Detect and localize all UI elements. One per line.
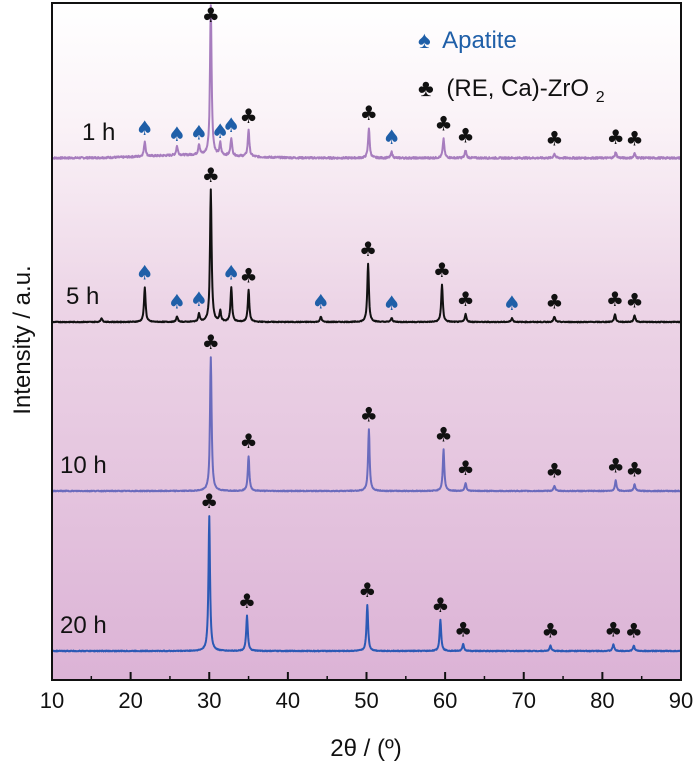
legend: ♠ Apatite ♣ (RE, Ca)-ZrO 2 (418, 27, 605, 106)
zro2-peak-marker-5h-2: ♣ (359, 237, 377, 261)
series-20h: 20 h (51, 515, 682, 653)
zro2-peak-marker-1h-3: ♣ (435, 112, 453, 136)
series-1h: 1 h (51, 4, 682, 160)
x-tick-label-70: 70 (512, 688, 536, 713)
zro2-peak-marker-20h-4: ♣ (454, 617, 472, 641)
series-line-10h (51, 356, 682, 493)
apatite-peak-marker-1h-0: ♠ (136, 116, 154, 140)
x-tick-label-40: 40 (276, 688, 300, 713)
zro2-peak-marker-10h-6: ♣ (607, 453, 625, 477)
x-tick-label-30: 30 (197, 688, 221, 713)
apatite-peak-marker-5h-2: ♠ (190, 287, 208, 311)
series-line-1h (51, 4, 682, 160)
zro2-peak-marker-5h-1: ♣ (240, 263, 258, 287)
apatite-peak-marker-5h-3: ♠ (222, 261, 240, 285)
x-axis: 10 20 30 40 50 60 70 80 90 (40, 672, 693, 713)
apatite-peak-marker-1h-3: ♠ (211, 119, 229, 143)
zro2-peak-marker-10h-3: ♣ (435, 422, 453, 446)
zro2-peak-marker-5h-0: ♣ (202, 163, 220, 187)
legend-symbol-zro2: ♣ (418, 75, 434, 102)
series-line-5h (51, 188, 682, 324)
zro2-peak-marker-10h-5: ♣ (545, 459, 563, 483)
legend-label-zro2-subscript: 2 (596, 89, 605, 106)
apatite-peak-marker-1h-5: ♠ (383, 125, 401, 149)
zro2-peak-marker-10h-2: ♣ (360, 402, 378, 426)
svg-text:♣ (RE, Ca)-ZrO 2: ♣ (RE, Ca)-ZrO 2 (418, 75, 605, 106)
zro2-peak-marker-5h-3: ♣ (433, 258, 451, 282)
zro2-peak-marker-10h-7: ♣ (626, 457, 644, 481)
series-label-10h: 10 h (60, 452, 107, 479)
series-5h: 5 h (51, 188, 682, 324)
x-tick-label-10: 10 (40, 688, 64, 713)
apatite-peak-marker-1h-2: ♠ (190, 121, 208, 145)
series-10h: 10 h (51, 356, 682, 493)
zro2-peak-marker-20h-1: ♣ (238, 589, 256, 613)
x-tick-label-50: 50 (354, 688, 378, 713)
zro2-peak-marker-10h-4: ♣ (457, 456, 475, 480)
marker-layer: ♣♣ ♣ ♣ ♣ ♣ ♣ ♣♠ ♠ ♠ ♠♠ ♠♣♣♣♣♣ ♣ ♣ ♣♠♠ ♠♠♠ ♠ ♠♣♣♣♣♣ ♣ ♣ ♣♣♣ ♣… (136, 3, 644, 643)
series-layer: 1 h 5 h 10 h 20 h (51, 4, 682, 653)
zro2-peak-marker-20h-0: ♣ (200, 489, 218, 513)
zro2-peak-marker-20h-3: ♣ (431, 593, 449, 617)
x-tick-label-60: 60 (433, 688, 457, 713)
legend-label-apatite: Apatite (442, 27, 517, 54)
zro2-peak-marker-1h-2: ♣ (360, 101, 378, 125)
zro2-peak-marker-1h-6: ♣ (607, 125, 625, 149)
series-label-5h: 5 h (66, 283, 99, 310)
apatite-peak-marker-5h-6: ♠ (503, 291, 521, 315)
zro2-peak-marker-1h-5: ♣ (545, 127, 563, 151)
zro2-peak-marker-1h-0: ♣ (202, 3, 220, 27)
zro2-peak-marker-20h-2: ♣ (358, 578, 376, 602)
zro2-peak-marker-1h-7: ♣ (626, 127, 644, 151)
x-tick-label-90: 90 (669, 688, 693, 713)
apatite-peak-marker-1h-1: ♠ (168, 122, 186, 146)
plot-background (52, 3, 681, 680)
series-label-1h: 1 h (82, 119, 115, 146)
zro2-peak-marker-1h-4: ♣ (457, 124, 475, 148)
apatite-peak-marker-5h-0: ♠ (136, 261, 154, 285)
zro2-peak-marker-20h-5: ♣ (542, 619, 560, 643)
zro2-peak-marker-1h-1: ♣ (240, 104, 258, 128)
zro2-peak-marker-5h-4: ♣ (457, 287, 475, 311)
apatite-peak-marker-5h-5: ♠ (383, 291, 401, 315)
apatite-peak-marker-5h-4: ♠ (312, 290, 330, 314)
zro2-peak-marker-5h-6: ♣ (606, 287, 624, 311)
series-label-20h: 20 h (60, 612, 107, 639)
zro2-peak-marker-20h-6: ♣ (604, 617, 622, 641)
legend-label-zro2: (RE, Ca)-ZrO (446, 75, 589, 102)
zro2-peak-marker-5h-5: ♣ (545, 290, 563, 314)
y-axis-title: Intensity / a.u. (9, 265, 36, 414)
apatite-peak-marker-5h-1: ♠ (168, 290, 186, 314)
zro2-peak-marker-5h-7: ♣ (626, 288, 644, 312)
zro2-peak-marker-10h-0: ♣ (202, 330, 220, 354)
svg-text:♠ Apatite: ♠ Apatite (418, 27, 517, 54)
x-tick-label-20: 20 (118, 688, 142, 713)
zro2-peak-marker-10h-1: ♣ (240, 429, 258, 453)
legend-symbol-apatite: ♠ (418, 27, 431, 54)
apatite-peak-marker-1h-4: ♠ (222, 113, 240, 137)
x-axis-title: 2θ / (º) (330, 735, 401, 762)
series-line-20h (51, 515, 682, 653)
x-tick-label-80: 80 (590, 688, 614, 713)
zro2-peak-marker-20h-7: ♣ (625, 619, 643, 643)
